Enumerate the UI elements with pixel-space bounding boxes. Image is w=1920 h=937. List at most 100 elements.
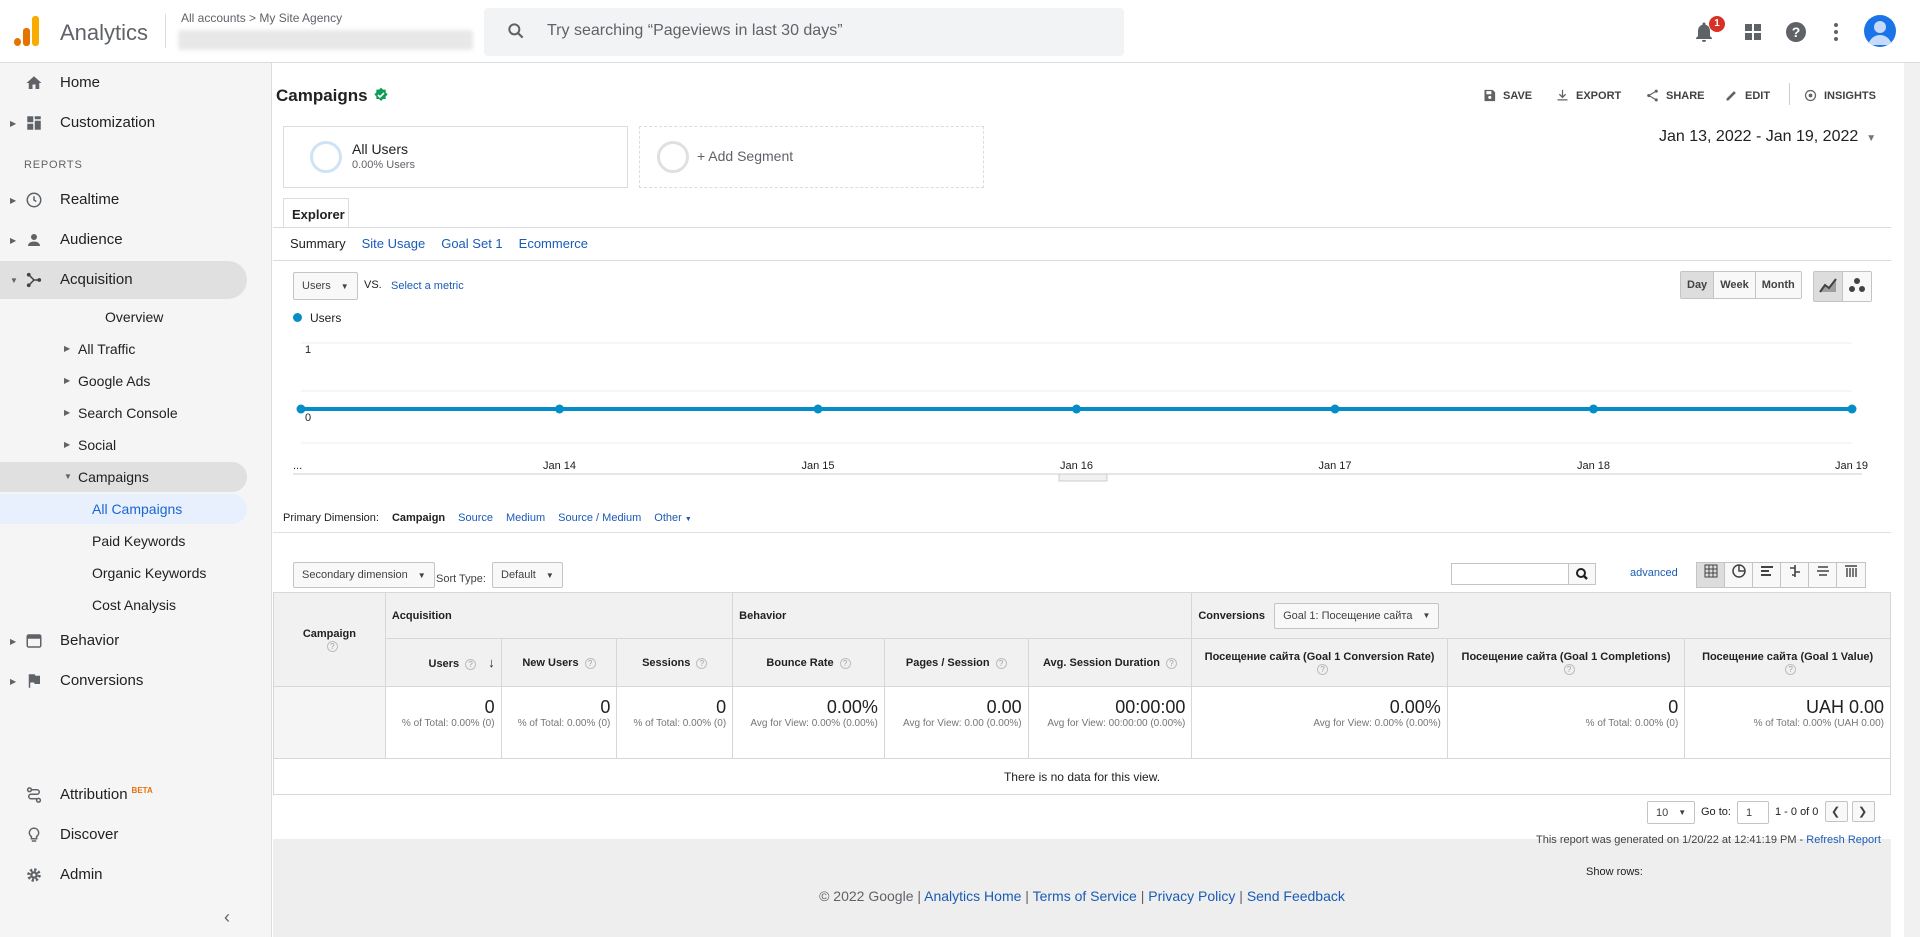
secondary-dimension-dropdown[interactable]: Secondary dimension ▼ [293, 562, 435, 588]
prev-page-button[interactable]: ❮ [1825, 801, 1848, 822]
insights-button[interactable]: INSIGHTS [1803, 88, 1876, 103]
save-button[interactable]: SAVE [1482, 88, 1532, 103]
column-header-conv-rate[interactable]: Посещение сайта (Goal 1 Conversion Rate)… [1191, 638, 1448, 687]
sidebar-item-behavior[interactable]: ▶ Behavior [0, 622, 247, 660]
month-button[interactable]: Month [1755, 272, 1801, 298]
tab-explorer[interactable]: Explorer [283, 198, 349, 228]
sidebar-item-social[interactable]: ▶ Social [0, 430, 247, 460]
day-button[interactable]: Day [1681, 272, 1715, 298]
column-header-sessions[interactable]: Sessions? [616, 638, 734, 687]
analytics-logo[interactable] [14, 16, 40, 46]
terms-link[interactable]: Terms of Service [1032, 888, 1137, 904]
sidebar-item-all-traffic[interactable]: ▶ All Traffic [0, 334, 247, 364]
help-icon[interactable]: ? [1784, 20, 1808, 44]
analytics-home-link[interactable]: Analytics Home [924, 888, 1022, 904]
help-icon[interactable]: ? [1317, 663, 1329, 675]
dimension-other[interactable]: Other ▼ [654, 512, 692, 524]
app-name[interactable]: Analytics [60, 20, 149, 45]
account-selector[interactable] [178, 30, 473, 50]
segment-all-users[interactable]: All Users 0.00% Users [283, 126, 628, 188]
dimension-campaign[interactable]: Campaign [391, 512, 446, 524]
help-icon[interactable]: ? [995, 657, 1007, 669]
collapse-sidebar-icon[interactable]: ‹ [224, 907, 230, 927]
sort-type-dropdown[interactable]: Default ▼ [492, 562, 563, 588]
scrollbar[interactable] [1904, 63, 1920, 937]
subtab-ecommerce[interactable]: Ecommerce [518, 236, 589, 251]
comparison-view-button[interactable] [1781, 563, 1809, 587]
sidebar-item-cost-analysis[interactable]: Cost Analysis [0, 590, 247, 620]
privacy-link[interactable]: Privacy Policy [1148, 888, 1236, 904]
refresh-report-link[interactable]: Refresh Report [1806, 834, 1881, 846]
next-page-button[interactable]: ❯ [1852, 801, 1875, 822]
date-range-picker[interactable]: Jan 13, 2022 - Jan 19, 2022 ▼ [1659, 128, 1876, 146]
sidebar-item-discover[interactable]: Discover [0, 816, 247, 854]
pie-view-button[interactable] [1725, 563, 1753, 587]
column-header-value[interactable]: Посещение сайта (Goal 1 Value)? [1684, 638, 1891, 687]
sidebar-item-paid-keywords[interactable]: Paid Keywords [0, 526, 247, 556]
column-header-bounce-rate[interactable]: Bounce Rate? [732, 638, 885, 687]
help-icon[interactable]: ? [326, 640, 338, 652]
column-header-pages-session[interactable]: Pages / Session? [883, 638, 1029, 687]
sidebar-item-home[interactable]: Home [0, 64, 247, 102]
more-vert-icon[interactable] [1824, 20, 1848, 44]
subtab-goal-set[interactable]: Goal Set 1 [441, 236, 503, 251]
export-button[interactable]: EXPORT [1555, 88, 1621, 103]
notifications-icon[interactable] [1692, 20, 1716, 44]
share-button[interactable]: SHARE [1645, 88, 1705, 103]
dimension-source[interactable]: Source [458, 512, 494, 524]
sidebar-item-audience[interactable]: ▶ Audience [0, 221, 247, 259]
add-segment-button[interactable]: + Add Segment [639, 126, 984, 188]
sidebar-item-realtime[interactable]: ▶ Realtime [0, 181, 247, 219]
dimension-medium[interactable]: Medium [506, 512, 546, 524]
sidebar-item-conversions[interactable]: ▶ Conversions [0, 662, 247, 700]
motion-chart-button[interactable] [1843, 272, 1871, 301]
help-icon[interactable]: ? [1165, 657, 1177, 669]
table-search-button[interactable] [1568, 564, 1595, 584]
sort-desc-icon[interactable]: ↓ [488, 655, 495, 670]
bar-view-button[interactable] [1753, 563, 1781, 587]
help-icon[interactable]: ? [1563, 663, 1575, 675]
select-metric-link[interactable]: Select a metric [391, 280, 464, 292]
column-header-users[interactable]: Users? ↓ [384, 638, 502, 687]
sidebar-item-customization[interactable]: ▶ Customization [0, 104, 247, 142]
column-header-campaign[interactable]: Campaign? [273, 592, 386, 687]
sidebar-item-overview[interactable]: Overview [0, 302, 247, 332]
search-bar[interactable]: Try searching “Pageviews in last 30 days… [484, 8, 1124, 56]
show-rows-select[interactable]: 10 ▼ [1647, 801, 1696, 824]
column-header-new-users[interactable]: New Users? [500, 638, 618, 687]
column-header-completions[interactable]: Посещение сайта (Goal 1 Completions)? [1446, 638, 1686, 687]
sidebar-item-all-campaigns[interactable]: All Campaigns [0, 494, 247, 524]
column-header-avg-duration[interactable]: Avg. Session Duration? [1027, 638, 1193, 687]
dimension-source-medium[interactable]: Source / Medium [558, 512, 642, 524]
table-view-button[interactable] [1697, 563, 1725, 587]
subtab-summary[interactable]: Summary [290, 236, 346, 251]
goal-dropdown[interactable]: Goal 1: Посещение сайта ▼ [1274, 602, 1440, 629]
help-icon[interactable]: ? [839, 657, 851, 669]
help-icon[interactable]: ? [696, 657, 708, 669]
apps-grid-icon[interactable] [1741, 20, 1765, 44]
goto-input[interactable]: 1 [1737, 801, 1769, 824]
help-icon[interactable]: ? [1785, 663, 1797, 675]
search-placeholder[interactable]: Try searching “Pageviews in last 30 days… [547, 22, 843, 39]
advanced-filter-link[interactable]: advanced [1630, 567, 1678, 579]
sidebar-item-attribution[interactable]: Attribution BETA [0, 776, 247, 814]
breadcrumb[interactable]: All accounts > My Site Agency [181, 11, 343, 25]
subtab-site-usage[interactable]: Site Usage [361, 236, 426, 251]
sidebar-item-search-console[interactable]: ▶ Search Console [0, 398, 247, 428]
help-icon[interactable]: ? [465, 659, 477, 670]
week-button[interactable]: Week [1714, 272, 1756, 298]
table-search-input[interactable] [1451, 563, 1596, 585]
chart-resize-handle[interactable] [1058, 473, 1108, 482]
line-chart-button[interactable] [1814, 272, 1843, 301]
sidebar-item-google-ads[interactable]: ▶ Google Ads [0, 366, 247, 396]
edit-button[interactable]: EDIT [1724, 88, 1770, 103]
sidebar-item-campaigns[interactable]: ▼ Campaigns [0, 462, 247, 492]
help-icon[interactable]: ? [584, 657, 596, 669]
feedback-link[interactable]: Send Feedback [1246, 888, 1345, 904]
sidebar-item-organic-keywords[interactable]: Organic Keywords [0, 558, 247, 588]
avatar[interactable] [1864, 15, 1896, 47]
sidebar-item-acquisition[interactable]: ▼ Acquisition [0, 261, 247, 299]
pivot-view-button[interactable] [1837, 563, 1865, 587]
sidebar-item-admin[interactable]: Admin [0, 856, 247, 894]
metric-dropdown[interactable]: Users ▼ [293, 272, 358, 300]
